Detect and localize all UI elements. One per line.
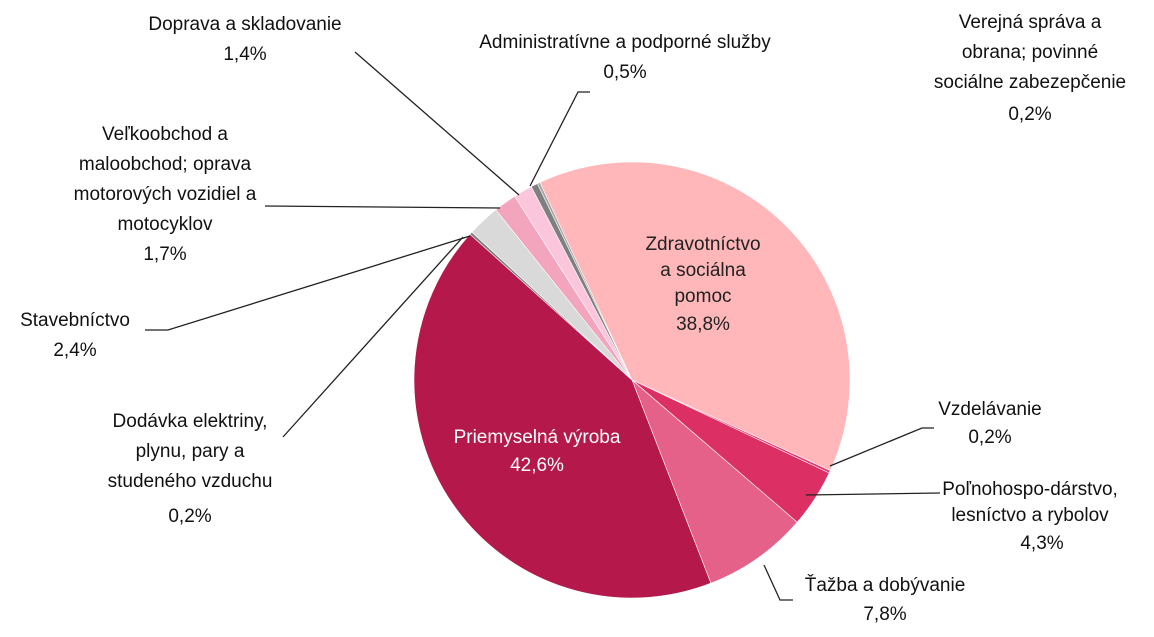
pie-slice xyxy=(536,182,633,381)
value-label: 7,8% xyxy=(863,604,906,625)
value-label: 0,2% xyxy=(968,427,1011,448)
slice-label: Stavebníctvo xyxy=(20,310,130,331)
slice-label: Poľnohospo-dárstvo, lesníctvo a rybolov xyxy=(942,479,1118,526)
leader-line xyxy=(763,564,793,601)
leader-line xyxy=(354,51,520,196)
value-label: 0,5% xyxy=(603,62,646,83)
slice-label: Vzdelávanie xyxy=(938,399,1042,420)
slice-label: Verejná správa a obrana; povinné sociálne … xyxy=(934,12,1126,93)
leader-line xyxy=(805,492,941,496)
value-label: 42,6% xyxy=(510,455,564,476)
value-label: 4,3% xyxy=(1020,533,1063,554)
slice-label: Priemyselná výroba xyxy=(454,427,621,448)
value-label: 38,8% xyxy=(676,314,730,335)
pie-slice xyxy=(631,379,798,584)
leader-line xyxy=(264,205,501,209)
value-label: 2,4% xyxy=(53,340,96,361)
leader-line xyxy=(282,236,464,438)
leader-line xyxy=(829,427,934,467)
slice-label: Zdravotníctvo a sociálna pomoc xyxy=(645,234,760,307)
leader-line xyxy=(145,235,471,331)
value-label: 1,4% xyxy=(223,44,266,65)
slice-label: Dodávka elektriny, plynu, pary a studeného… xyxy=(108,411,273,492)
slice-label: Ťažba a dobývanie xyxy=(805,574,966,596)
value-label: 0,2% xyxy=(1008,104,1051,125)
pie-slice xyxy=(539,161,851,471)
slice-label: Veľkoobchod a maloobchod; oprava motorovýc… xyxy=(74,124,257,235)
slice-label: Administratívne a podporné služby xyxy=(479,32,771,53)
value-label: 1,7% xyxy=(143,244,186,265)
value-label: 0,2% xyxy=(168,506,211,527)
leader-line xyxy=(529,91,590,187)
slice-label: Doprava a skladovanie xyxy=(148,14,341,35)
pie-slice xyxy=(413,233,712,599)
